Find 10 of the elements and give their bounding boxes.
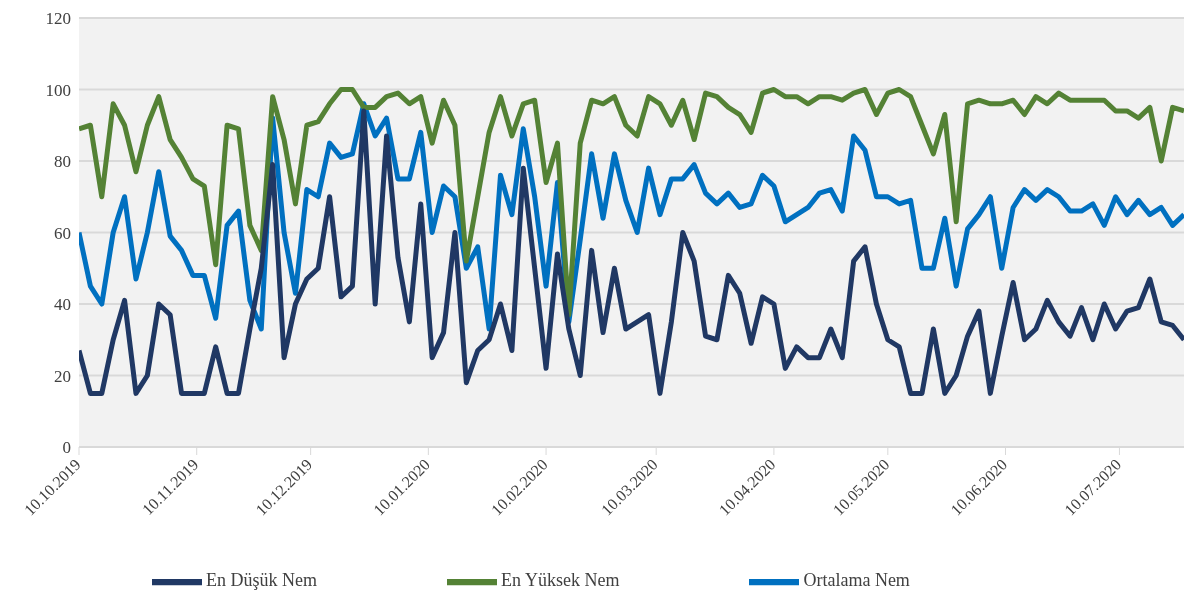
- y-tick-label: 0: [62, 438, 71, 458]
- y-tick-label: 40: [54, 295, 71, 315]
- y-tick-label: 60: [54, 223, 71, 243]
- legend-label: Ortalama Nem: [803, 569, 910, 590]
- legend-label: En Yüksek Nem: [501, 569, 620, 590]
- y-tick-label: 120: [45, 9, 71, 29]
- y-tick-label: 20: [54, 366, 71, 386]
- y-tick-label: 80: [54, 152, 71, 172]
- y-tick-label: 100: [45, 80, 71, 100]
- legend-label: En Düşük Nem: [206, 569, 318, 590]
